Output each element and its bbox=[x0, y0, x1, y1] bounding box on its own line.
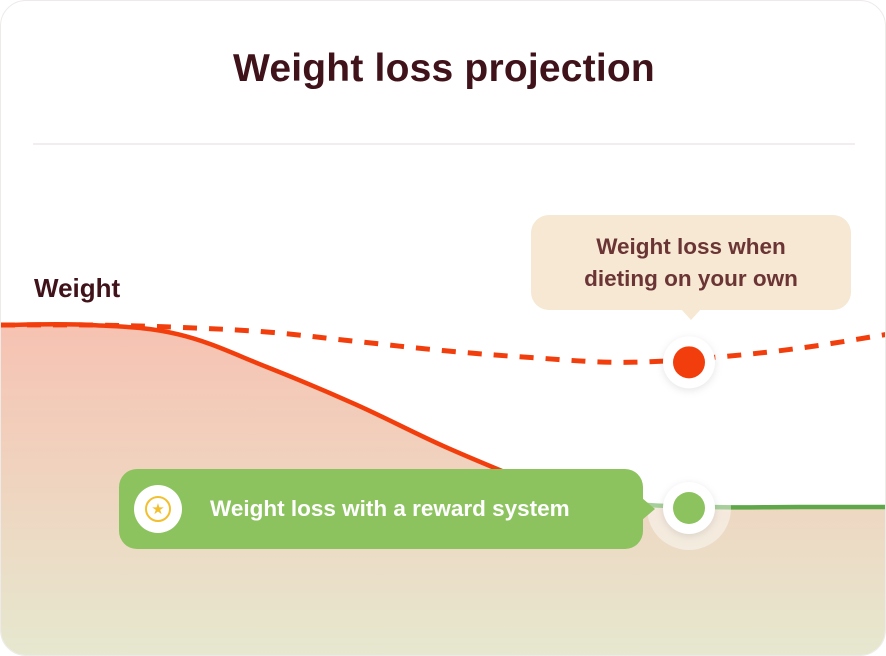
diet-annotation-text: Weight loss when dieting on your own bbox=[584, 233, 798, 291]
diet-series-marker bbox=[663, 336, 715, 389]
chart-title: Weight loss projection bbox=[233, 47, 655, 90]
diet-annotation-bubble: Weight loss when dieting on your own bbox=[531, 215, 851, 320]
diet-series-line bbox=[1, 322, 885, 365]
divider bbox=[33, 143, 855, 145]
reward-series-line bbox=[1, 322, 534, 486]
star-icon: ★ bbox=[145, 496, 171, 522]
reward-annotation-bubble: ★ Weight loss with a reward system bbox=[119, 469, 655, 549]
reward-series-marker bbox=[647, 466, 731, 550]
reward-annotation-text: Weight loss with a reward system bbox=[210, 496, 570, 521]
star-badge: ★ bbox=[134, 485, 182, 533]
y-axis-label: Weight bbox=[34, 273, 121, 303]
